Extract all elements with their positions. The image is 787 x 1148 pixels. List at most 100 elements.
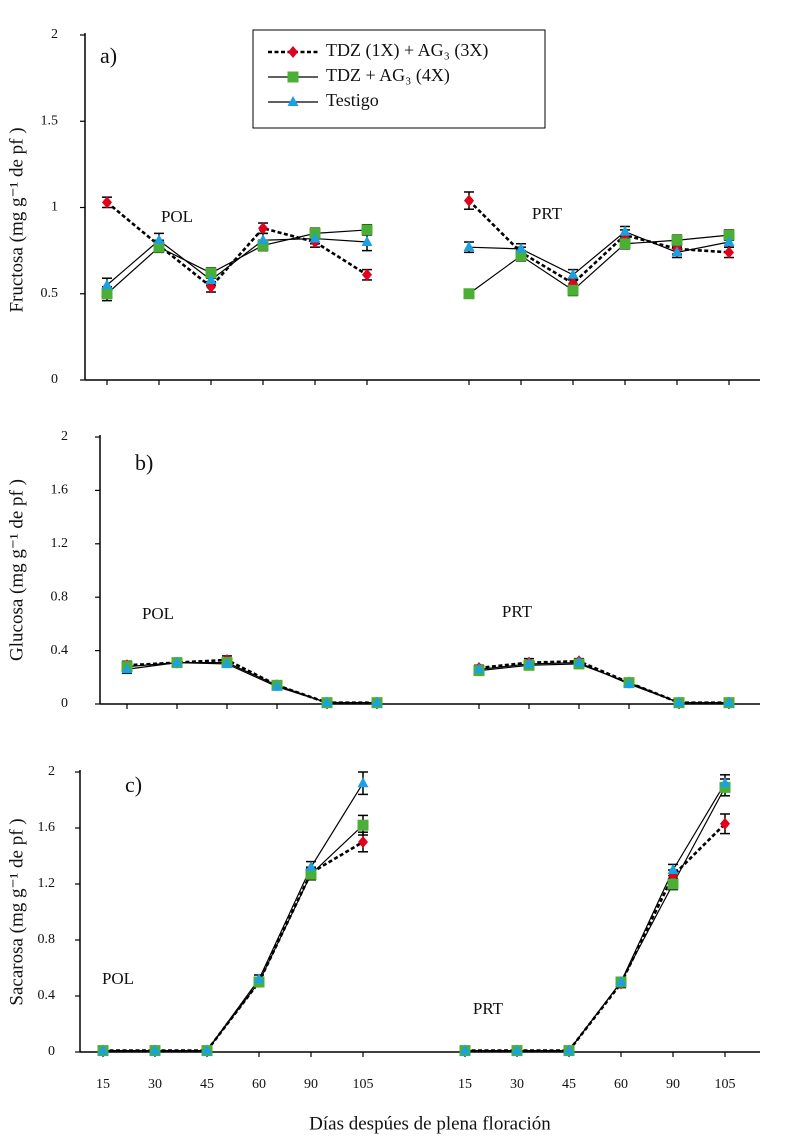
- marker-square: [257, 239, 269, 251]
- marker-triangle: [567, 268, 579, 279]
- legend-box: [252, 29, 546, 129]
- marker-triangle: [619, 225, 631, 236]
- legend-marker: [288, 46, 298, 58]
- marker-triangle: [371, 696, 383, 707]
- x-tick-label: 45: [562, 1077, 576, 1092]
- y-tick-label: 1.2: [51, 536, 69, 551]
- marker-square: [153, 241, 165, 253]
- x-tick-label: 45: [200, 1077, 214, 1092]
- y-tick-label: 0: [48, 1044, 55, 1059]
- marker-diamond: [102, 196, 112, 209]
- y-tick-label: 1: [51, 200, 58, 215]
- y-tick-label: 0.8: [38, 932, 56, 947]
- group-label: PRT: [532, 204, 563, 223]
- marker-triangle: [121, 663, 133, 674]
- marker-triangle: [205, 273, 217, 284]
- marker-square: [671, 234, 683, 246]
- panel-label: a): [100, 43, 117, 68]
- marker-square: [305, 868, 317, 880]
- marker-triangle: [671, 246, 683, 257]
- legend-marker: [287, 71, 299, 83]
- legend-label: Testigo: [326, 90, 379, 110]
- marker-triangle: [673, 696, 685, 707]
- marker-triangle: [221, 657, 233, 668]
- marker-diamond: [258, 222, 268, 235]
- marker-triangle: [511, 1044, 523, 1055]
- legend-label: TDZ (1X) + AG₃ (3X): [326, 40, 488, 61]
- marker-triangle: [201, 1044, 213, 1055]
- marker-triangle: [523, 657, 535, 668]
- marker-square: [719, 781, 731, 793]
- x-tick-label: 90: [666, 1077, 680, 1092]
- series-line: [126, 662, 377, 704]
- marker-diamond: [362, 268, 372, 281]
- marker-triangle: [473, 663, 485, 674]
- x-tick-label: 90: [304, 1077, 318, 1092]
- y-tick-label: 0.8: [51, 589, 69, 604]
- y-tick-label: 1.5: [41, 113, 59, 128]
- x-tick-label: 105: [715, 1077, 736, 1092]
- marker-triangle: [573, 656, 585, 667]
- group-label: POL: [161, 207, 193, 226]
- marker-triangle: [257, 234, 269, 245]
- series-line: [468, 230, 730, 276]
- marker-triangle: [253, 973, 265, 984]
- group-label: PRT: [502, 602, 533, 621]
- marker-triangle: [719, 777, 731, 788]
- marker-diamond: [464, 194, 474, 207]
- series-line: [465, 782, 726, 1052]
- y-tick-label: 0: [51, 372, 58, 387]
- marker-square: [619, 238, 631, 250]
- marker-square: [463, 288, 475, 300]
- marker-square: [723, 229, 735, 241]
- marker-diamond: [720, 817, 730, 830]
- marker-square: [361, 224, 373, 236]
- series-line: [478, 662, 729, 704]
- series-line: [106, 201, 368, 289]
- y-axis-title: Glucosa (mg g⁻¹ de pf ): [6, 479, 27, 661]
- y-tick-label: 0.5: [41, 286, 59, 301]
- marker-diamond: [358, 836, 368, 848]
- series-line: [103, 782, 364, 1052]
- marker-triangle: [361, 236, 373, 246]
- marker-triangle: [171, 656, 183, 667]
- panel-label: c): [125, 772, 142, 797]
- marker-square: [205, 267, 217, 279]
- group-label: POL: [142, 604, 174, 623]
- y-tick-label: 2: [61, 429, 68, 444]
- y-tick-label: 0.4: [51, 643, 69, 658]
- x-tick-label: 15: [458, 1077, 472, 1092]
- marker-triangle: [321, 696, 333, 707]
- marker-triangle: [357, 777, 369, 788]
- y-tick-label: 1.6: [51, 483, 69, 498]
- x-tick-label: 105: [353, 1077, 374, 1092]
- marker-triangle: [515, 242, 527, 253]
- marker-diamond: [724, 246, 734, 259]
- series-line: [106, 237, 368, 286]
- x-tick-label: 60: [252, 1077, 266, 1092]
- marker-triangle: [459, 1044, 471, 1055]
- y-tick-label: 2: [51, 27, 58, 42]
- series-line: [106, 229, 368, 295]
- marker-triangle: [309, 232, 321, 243]
- y-axis-title: Fructosa (mg g⁻¹ de pf ): [6, 127, 27, 312]
- marker-square: [357, 819, 369, 831]
- series-line: [468, 234, 730, 295]
- marker-triangle: [271, 680, 283, 691]
- marker-square: [667, 878, 679, 890]
- marker-triangle: [667, 864, 679, 874]
- y-tick-label: 0.4: [38, 988, 56, 1003]
- y-tick-label: 2: [48, 764, 55, 779]
- x-axis-title: Días despúes de plena floración: [309, 1113, 551, 1134]
- y-tick-label: 1.6: [38, 820, 56, 835]
- marker-triangle: [101, 279, 113, 290]
- marker-square: [101, 288, 113, 300]
- x-tick-label: 30: [510, 1077, 524, 1092]
- group-label: PRT: [473, 999, 504, 1018]
- y-axis-title: Sacarosa (mg g⁻¹ de pf ): [6, 818, 27, 1005]
- marker-square: [515, 250, 527, 262]
- panel-label: b): [135, 450, 153, 475]
- series-line: [468, 199, 730, 286]
